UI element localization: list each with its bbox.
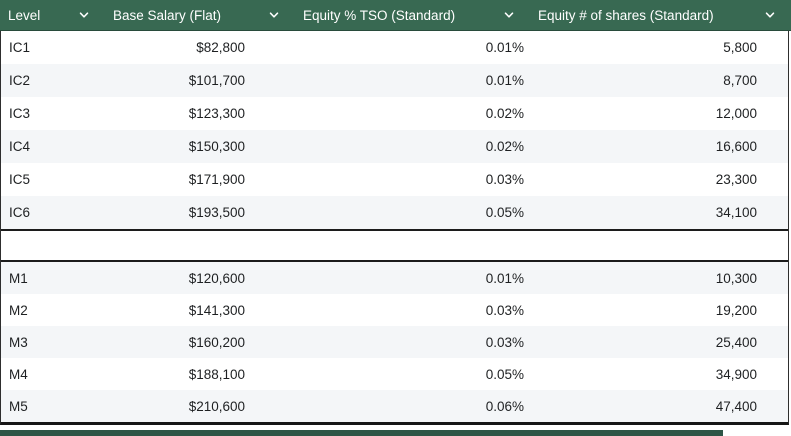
cell-equity-tso[interactable]: 0.03% [485,334,524,350]
cell-equity-shares[interactable]: 19,200 [715,302,757,318]
section-separator [1,229,788,262]
table-row-ic2: IC2 $101,700 0.01% 8,700 [1,64,788,97]
table-row-ic4: IC4 $150,300 0.02% 16,600 [1,130,788,163]
cell-equity-shares[interactable]: 16,600 [715,139,757,154]
cell-base-salary[interactable]: $150,300 [188,139,245,154]
header-row: Level Base Salary (Flat) Equity % TSO (S… [0,0,791,31]
cell-equity-tso[interactable]: 0.05% [485,366,524,382]
table-row-ic6: IC6 $193,500 0.05% 34,100 [1,196,788,229]
column-header-label: Base Salary (Flat) [113,7,222,23]
next-section-header-partial [0,430,723,436]
chevron-down-icon[interactable] [503,9,515,21]
chevron-down-icon[interactable] [764,9,776,21]
cell-equity-tso[interactable]: 0.05% [485,205,524,220]
cell-base-salary[interactable]: $101,700 [188,73,245,88]
cell-level[interactable]: IC1 [9,40,31,55]
column-header-equity-shares[interactable]: Equity # of shares (Standard) [530,0,791,30]
table-row-m2: M2 $141,300 0.03% 19,200 [1,294,788,326]
column-header-base-salary[interactable]: Base Salary (Flat) [105,0,295,30]
cell-equity-tso[interactable]: 0.06% [485,398,524,414]
cell-equity-shares[interactable]: 25,400 [715,334,757,350]
cell-level[interactable]: M4 [9,366,28,382]
cell-level[interactable]: M3 [9,334,28,350]
cell-level[interactable]: M1 [9,270,28,286]
cell-equity-tso[interactable]: 0.03% [485,302,524,318]
table-row-m3: M3 $160,200 0.03% 25,400 [1,326,788,358]
column-header-level[interactable]: Level [0,0,105,30]
table-row-ic3: IC3 $123,300 0.02% 12,000 [1,97,788,130]
column-header-label: Equity # of shares (Standard) [538,7,714,23]
column-header-equity-tso[interactable]: Equity % TSO (Standard) [295,0,530,30]
cell-base-salary[interactable]: $123,300 [188,106,245,121]
cell-equity-tso[interactable]: 0.01% [485,73,524,88]
table-row-m4: M4 $188,100 0.05% 34,900 [1,358,788,390]
cell-equity-tso[interactable]: 0.01% [485,270,524,286]
section-ic: IC1 $82,800 0.01% 5,800 IC2 $101,700 0.0… [1,31,788,229]
cell-equity-shares[interactable]: 8,700 [723,73,757,88]
cell-equity-shares[interactable]: 47,400 [715,398,757,414]
chevron-down-icon[interactable] [78,9,90,21]
cell-base-salary[interactable]: $210,600 [188,398,245,414]
table-row-m1: M1 $120,600 0.01% 10,300 [1,262,788,294]
column-header-label: Level [8,7,41,23]
cell-equity-tso[interactable]: 0.03% [485,172,524,187]
cell-base-salary[interactable]: $160,200 [188,334,245,350]
cell-equity-tso[interactable]: 0.01% [485,40,524,55]
table-body: IC1 $82,800 0.01% 5,800 IC2 $101,700 0.0… [0,31,789,425]
cell-equity-shares[interactable]: 34,900 [715,366,757,382]
table-row-ic1: IC1 $82,800 0.01% 5,800 [1,31,788,64]
cell-level[interactable]: IC4 [9,139,31,154]
table-row-m5: M5 $210,600 0.06% 47,400 [1,390,788,422]
cell-level[interactable]: M5 [9,398,28,414]
cell-base-salary[interactable]: $120,600 [188,270,245,286]
chevron-down-icon[interactable] [268,9,280,21]
column-header-label: Equity % TSO (Standard) [303,7,456,23]
cell-base-salary[interactable]: $141,300 [188,302,245,318]
cell-equity-shares[interactable]: 23,300 [715,172,757,187]
cell-base-salary[interactable]: $188,100 [188,366,245,382]
cell-level[interactable]: IC2 [9,73,31,88]
cell-equity-tso[interactable]: 0.02% [485,139,524,154]
section-m: M1 $120,600 0.01% 10,300 M2 $141,300 0.0… [1,262,788,422]
cell-level[interactable]: IC5 [9,172,31,187]
cell-equity-shares[interactable]: 10,300 [715,270,757,286]
cell-equity-shares[interactable]: 5,800 [723,40,757,55]
cell-level[interactable]: IC6 [9,205,31,220]
cell-equity-shares[interactable]: 34,100 [715,205,757,220]
cell-equity-tso[interactable]: 0.02% [485,106,524,121]
cell-base-salary[interactable]: $193,500 [188,205,245,220]
cell-level[interactable]: M2 [9,302,28,318]
cell-equity-shares[interactable]: 12,000 [715,106,757,121]
cell-base-salary[interactable]: $82,800 [196,40,245,55]
cell-level[interactable]: IC3 [9,106,31,121]
below-table-gap [0,425,791,430]
cell-base-salary[interactable]: $171,900 [188,172,245,187]
table-row-ic5: IC5 $171,900 0.03% 23,300 [1,163,788,196]
